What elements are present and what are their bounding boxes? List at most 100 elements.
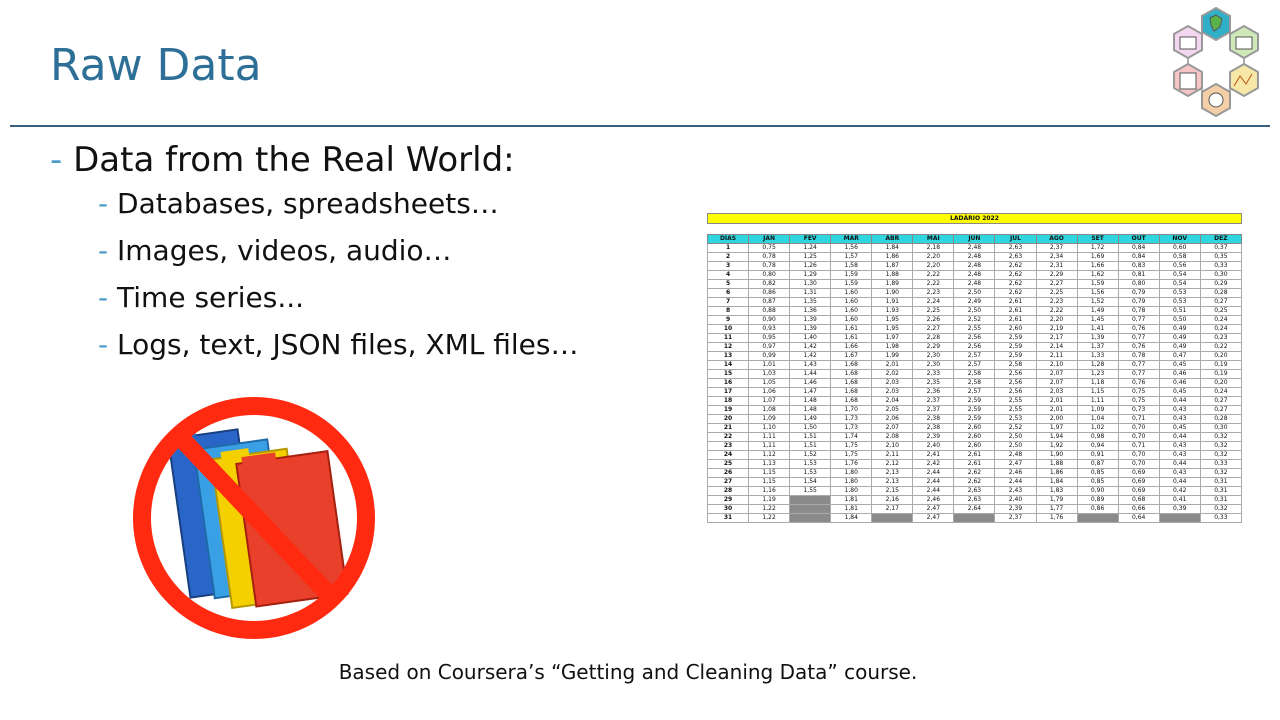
value-cell: 2,13 bbox=[871, 468, 914, 478]
value-cell: 1,50 bbox=[789, 423, 832, 433]
value-cell: 2,62 bbox=[994, 270, 1037, 280]
value-cell: 0,98 bbox=[1076, 432, 1119, 442]
value-cell: 0,32 bbox=[1199, 441, 1243, 451]
value-cell: 0,86 bbox=[1076, 504, 1119, 514]
value-cell: 0,80 bbox=[1117, 279, 1160, 289]
value-cell: 1,72 bbox=[1076, 243, 1119, 253]
table-row: 17 1,06 1,47 1,68 2,03 2,36 2,57 2,56 2,03 1,15 0,… bbox=[706, 387, 1243, 397]
value-cell: 0,77 bbox=[1117, 360, 1160, 370]
bullet-sub-text: Databases, spreadsheets… bbox=[117, 187, 499, 220]
value-cell: 2,10 bbox=[871, 441, 914, 451]
value-cell: 0,68 bbox=[1117, 495, 1160, 505]
hexagon-logo-icon bbox=[1173, 6, 1259, 118]
value-cell: 0,30 bbox=[1199, 270, 1243, 280]
value-cell: 1,66 bbox=[830, 342, 873, 352]
value-cell: 1,55 bbox=[789, 486, 832, 496]
table-row: 28 1,16 1,55 1,80 2,15 2,44 2,63 2,43 1,83 0,90 0,… bbox=[706, 486, 1243, 496]
value-cell: 1,15 bbox=[1076, 387, 1119, 397]
value-cell: 2,59 bbox=[953, 414, 996, 424]
value-cell: 0,31 bbox=[1199, 495, 1243, 505]
value-cell: 2,50 bbox=[994, 432, 1037, 442]
value-cell: 1,15 bbox=[748, 477, 791, 487]
value-cell: 2,50 bbox=[953, 306, 996, 316]
value-cell: 0,78 bbox=[748, 252, 791, 262]
value-cell: 2,59 bbox=[994, 333, 1037, 343]
value-cell: 0,41 bbox=[1158, 495, 1201, 505]
value-cell: 1,40 bbox=[789, 333, 832, 343]
value-cell: 2,20 bbox=[912, 261, 955, 271]
value-cell: 1,79 bbox=[1035, 495, 1078, 505]
value-cell: 2,26 bbox=[912, 315, 955, 325]
value-cell: 0,45 bbox=[1158, 387, 1201, 397]
value-cell: 0,44 bbox=[1158, 477, 1201, 487]
value-cell: 1,35 bbox=[789, 297, 832, 307]
value-cell: 1,11 bbox=[1076, 396, 1119, 406]
value-cell: 2,07 bbox=[1035, 378, 1078, 388]
value-cell: 0,31 bbox=[1199, 477, 1243, 487]
value-cell: 0,91 bbox=[1076, 450, 1119, 460]
value-cell: 2,59 bbox=[994, 342, 1037, 352]
table-row: 31 1,22 1,84 2,47 2,37 1,76 0,64 0,33 bbox=[706, 513, 1243, 523]
value-cell: 1,24 bbox=[789, 243, 832, 253]
value-cell: 2,17 bbox=[1035, 333, 1078, 343]
table-row: 9 0,90 1,39 1,60 1,95 2,26 2,52 2,61 2,20 1,45 0,7… bbox=[706, 315, 1243, 325]
value-cell: 1,60 bbox=[830, 306, 873, 316]
value-cell: 0,43 bbox=[1158, 441, 1201, 451]
value-cell: 2,37 bbox=[912, 405, 955, 415]
day-cell: 6 bbox=[706, 288, 750, 298]
value-cell: 2,16 bbox=[871, 495, 914, 505]
value-cell: 2,63 bbox=[994, 243, 1037, 253]
day-cell: 8 bbox=[706, 306, 750, 316]
value-cell: 2,37 bbox=[1035, 243, 1078, 253]
value-cell: 1,45 bbox=[1076, 315, 1119, 325]
value-cell: 1,49 bbox=[789, 414, 832, 424]
day-cell: 9 bbox=[706, 315, 750, 325]
value-cell: 1,86 bbox=[871, 252, 914, 262]
value-cell: 1,29 bbox=[789, 270, 832, 280]
value-cell: 0,43 bbox=[1158, 414, 1201, 424]
day-cell: 25 bbox=[706, 459, 750, 469]
value-cell: 0,64 bbox=[1117, 513, 1160, 523]
bullet-dash: - bbox=[98, 328, 109, 361]
table-header-cell: JAN bbox=[748, 234, 791, 244]
bullet-sub-item: - Databases, spreadsheets… bbox=[98, 180, 579, 227]
value-cell: 1,42 bbox=[789, 342, 832, 352]
value-cell: 0,49 bbox=[1158, 333, 1201, 343]
value-cell: 2,27 bbox=[912, 324, 955, 334]
value-cell: 1,86 bbox=[1035, 468, 1078, 478]
bullet-dash: - bbox=[98, 234, 109, 267]
value-cell: 2,48 bbox=[953, 279, 996, 289]
value-cell: 1,97 bbox=[871, 333, 914, 343]
bullet-dash: - bbox=[98, 281, 109, 314]
day-cell: 21 bbox=[706, 423, 750, 433]
day-cell: 7 bbox=[706, 297, 750, 307]
value-cell: 0,70 bbox=[1117, 432, 1160, 442]
value-cell: 1,67 bbox=[830, 351, 873, 361]
value-cell: 0,44 bbox=[1158, 459, 1201, 469]
value-cell: 1,84 bbox=[1035, 477, 1078, 487]
spreadsheet-table: DIAS JAN FEV MAR ABR MAI JUN JUL AGO SET OUT NOV DEZ… bbox=[706, 234, 1243, 523]
value-cell: 2,60 bbox=[953, 423, 996, 433]
value-cell: 0,81 bbox=[1117, 270, 1160, 280]
value-cell: 1,68 bbox=[830, 378, 873, 388]
value-cell: 2,44 bbox=[912, 477, 955, 487]
value-cell: 0,31 bbox=[1199, 486, 1243, 496]
table-row: 22 1,11 1,51 1,74 2,08 2,39 2,60 2,50 1,94 0,98 0,… bbox=[706, 432, 1243, 442]
value-cell: 1,60 bbox=[830, 297, 873, 307]
value-cell: 2,57 bbox=[953, 387, 996, 397]
value-cell: 1,46 bbox=[789, 378, 832, 388]
value-cell: 1,76 bbox=[1035, 513, 1078, 523]
value-cell: 2,46 bbox=[912, 495, 955, 505]
value-cell: 0,66 bbox=[1117, 504, 1160, 514]
table-header-cell: MAI bbox=[912, 234, 955, 244]
value-cell: 2,44 bbox=[994, 477, 1037, 487]
table-row: 8 0,88 1,36 1,60 1,93 2,25 2,50 2,61 2,22 1,49 0,7… bbox=[706, 306, 1243, 316]
value-cell: 1,43 bbox=[789, 360, 832, 370]
value-cell: 1,39 bbox=[789, 324, 832, 334]
value-cell: 2,58 bbox=[994, 360, 1037, 370]
bullet-main: - Data from the Real World: bbox=[50, 140, 579, 180]
value-cell: 2,37 bbox=[912, 396, 955, 406]
value-cell: 0,24 bbox=[1199, 315, 1243, 325]
value-cell: 0,60 bbox=[1158, 243, 1201, 253]
value-cell: 0,86 bbox=[748, 288, 791, 298]
